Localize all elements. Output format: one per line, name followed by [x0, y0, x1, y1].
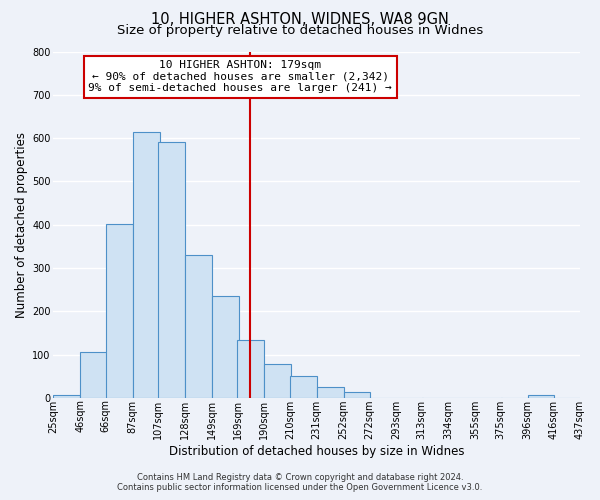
Bar [212, 296, 239, 398]
Bar [527, 395, 554, 398]
Text: 10, HIGHER ASHTON, WIDNES, WA8 9GN: 10, HIGHER ASHTON, WIDNES, WA8 9GN [151, 12, 449, 28]
Text: 10 HIGHER ASHTON: 179sqm
← 90% of detached houses are smaller (2,342)
9% of semi: 10 HIGHER ASHTON: 179sqm ← 90% of detach… [88, 60, 392, 94]
Bar [133, 132, 160, 398]
Bar [53, 394, 80, 398]
Text: Contains HM Land Registry data © Crown copyright and database right 2024.
Contai: Contains HM Land Registry data © Crown c… [118, 473, 482, 492]
Y-axis label: Number of detached properties: Number of detached properties [15, 132, 28, 318]
Bar [265, 364, 291, 398]
Bar [344, 392, 370, 398]
X-axis label: Distribution of detached houses by size in Widnes: Distribution of detached houses by size … [169, 444, 464, 458]
Text: Size of property relative to detached houses in Widnes: Size of property relative to detached ho… [117, 24, 483, 37]
Bar [106, 224, 133, 398]
Bar [238, 340, 265, 398]
Bar [317, 387, 344, 398]
Bar [290, 376, 317, 398]
Bar [158, 142, 185, 398]
Bar [80, 352, 107, 398]
Bar [185, 255, 212, 398]
